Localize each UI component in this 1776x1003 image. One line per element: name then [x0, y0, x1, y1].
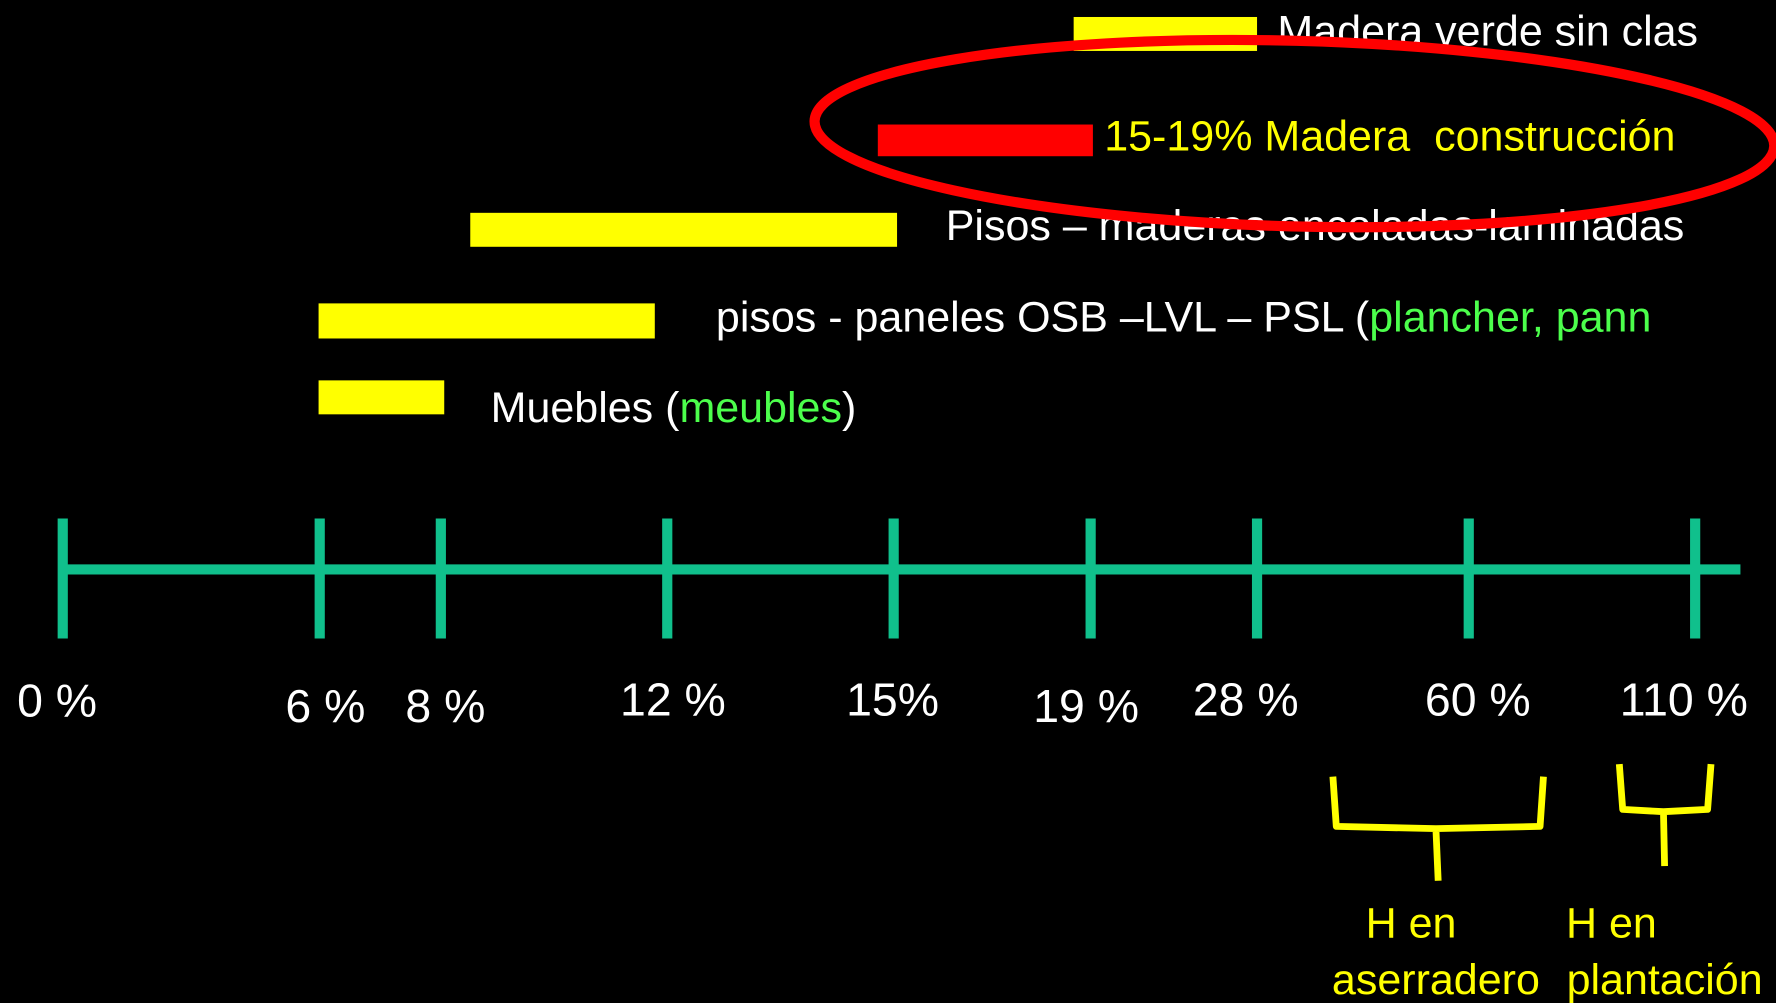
bracket-label: aserradero [1332, 956, 1540, 1003]
row-label: Muebles (meubles) [491, 384, 857, 432]
row-label: Madera verde sin clas [1277, 7, 1698, 55]
label-part: Muebles ( [491, 384, 680, 432]
bar [318, 380, 445, 415]
tick-label: 0 % [17, 675, 97, 727]
bar [470, 212, 898, 247]
label-part: pisos - paneles OSB –LVL – PSL ( [716, 294, 1370, 342]
tick-label: 12 % [620, 673, 726, 725]
row-label: pisos - paneles OSB –LVL – PSL (plancher… [716, 294, 1651, 342]
brace [1615, 763, 1715, 867]
tick-label: 28 % [1193, 673, 1299, 725]
tick-label: 19 % [1033, 680, 1139, 732]
tick-label: 6 % [285, 680, 365, 732]
bracket-label: H en [1366, 899, 1457, 947]
bracket-label: H en [1566, 899, 1657, 947]
tick-label: 15% [846, 673, 939, 725]
bracket-label: plantación [1567, 956, 1763, 1003]
tick-label: 8 % [405, 680, 485, 732]
brace [1329, 776, 1547, 881]
tick-label: 60 % [1425, 673, 1531, 725]
bar [318, 303, 655, 339]
highlight-ellipse [809, 34, 1776, 233]
label-part: meubles [679, 384, 842, 432]
tick-label: 110 % [1620, 673, 1748, 725]
row-label: 15-19% Madera construcción [1104, 113, 1675, 161]
label-part: ) [842, 384, 856, 432]
bar [877, 124, 1093, 157]
label-part: plancher, pann [1369, 294, 1651, 342]
